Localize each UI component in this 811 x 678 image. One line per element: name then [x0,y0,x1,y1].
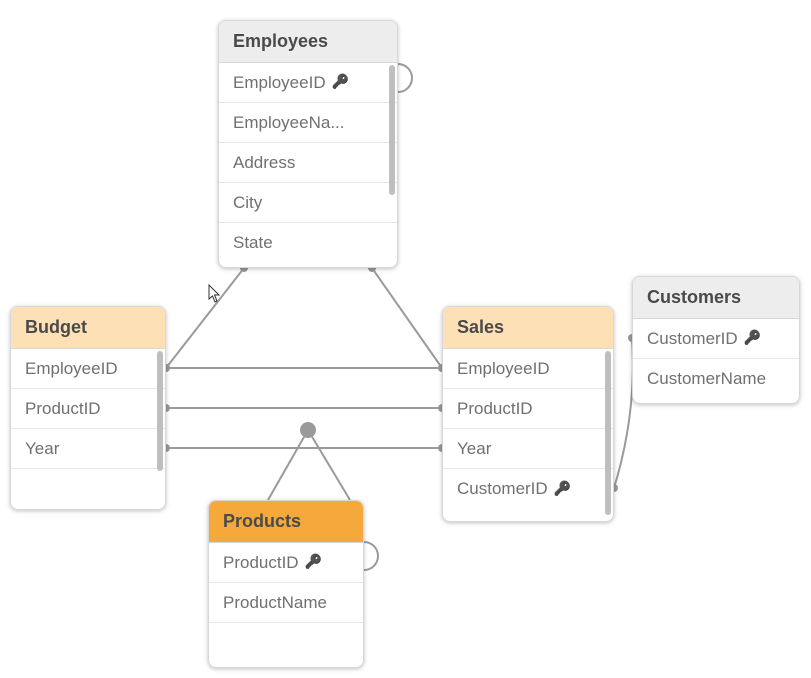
table-title-employees: Employees [219,21,397,63]
table-budget[interactable]: Budget EmployeeID ProductID Year [10,306,166,510]
table-rows-employees: EmployeeID 🔑 EmployeeNa... Address City State [219,63,397,263]
field-label: Address [233,153,295,173]
scrollbar[interactable] [157,351,163,471]
table-customers[interactable]: Customers CustomerID 🔑 CustomerName [632,276,800,404]
table-row[interactable]: EmployeeID [443,349,613,389]
key-icon: 🔑 [744,329,761,346]
table-title-customers: Customers [633,277,799,319]
table-employees[interactable]: Employees EmployeeID 🔑 EmployeeNa... Address… [218,20,398,268]
key-icon: 🔑 [332,73,349,90]
table-row[interactable] [209,623,363,663]
field-label: State [233,233,273,253]
table-row[interactable]: ProductName [209,583,363,623]
table-row[interactable]: City [219,183,397,223]
field-label: CustomerID [457,479,548,499]
table-row[interactable]: CustomerID 🔑 [443,469,613,509]
field-label: ProductName [223,593,327,613]
field-label: ProductID [223,553,299,573]
cursor-pointer [208,284,222,304]
table-row[interactable]: Year [11,429,165,469]
table-products[interactable]: Products ProductID 🔑 ProductName [208,500,364,668]
field-label: Year [25,439,59,459]
field-label: EmployeeNa... [233,113,345,133]
scrollbar[interactable] [389,65,395,195]
table-rows-customers: CustomerID 🔑 CustomerName [633,319,799,399]
field-label: CustomerID [647,329,738,349]
field-label: EmployeeID [457,359,550,379]
table-row[interactable]: ProductID [443,389,613,429]
table-row[interactable]: EmployeeID [11,349,165,389]
table-title-sales: Sales [443,307,613,349]
field-label: ProductID [25,399,101,419]
table-row[interactable]: Year [443,429,613,469]
table-row[interactable]: EmployeeID 🔑 [219,63,397,103]
table-title-products: Products [209,501,363,543]
table-rows-budget: EmployeeID ProductID Year [11,349,165,509]
table-row[interactable] [11,469,165,509]
table-sales[interactable]: Sales EmployeeID ProductID Year CustomerID 🔑 [442,306,614,522]
table-row[interactable]: State [219,223,397,263]
table-row[interactable]: EmployeeNa... [219,103,397,143]
field-label: City [233,193,262,213]
table-row[interactable]: ProductID [11,389,165,429]
field-label: EmployeeID [25,359,118,379]
key-icon: 🔑 [305,553,322,570]
table-row[interactable]: CustomerName [633,359,799,399]
field-label: ProductID [457,399,533,419]
diagram-canvas: Employees EmployeeID 🔑 EmployeeNa... Address… [0,0,811,678]
table-row[interactable]: CustomerID 🔑 [633,319,799,359]
scrollbar[interactable] [605,351,611,515]
key-icon: 🔑 [554,480,571,497]
table-row[interactable]: ProductID 🔑 [209,543,363,583]
table-title-budget: Budget [11,307,165,349]
table-rows-sales: EmployeeID ProductID Year CustomerID 🔑 [443,349,613,509]
table-row[interactable]: Address [219,143,397,183]
field-label: Year [457,439,491,459]
field-label: EmployeeID [233,73,326,93]
table-rows-products: ProductID 🔑 ProductName [209,543,363,663]
field-label: CustomerName [647,369,766,389]
